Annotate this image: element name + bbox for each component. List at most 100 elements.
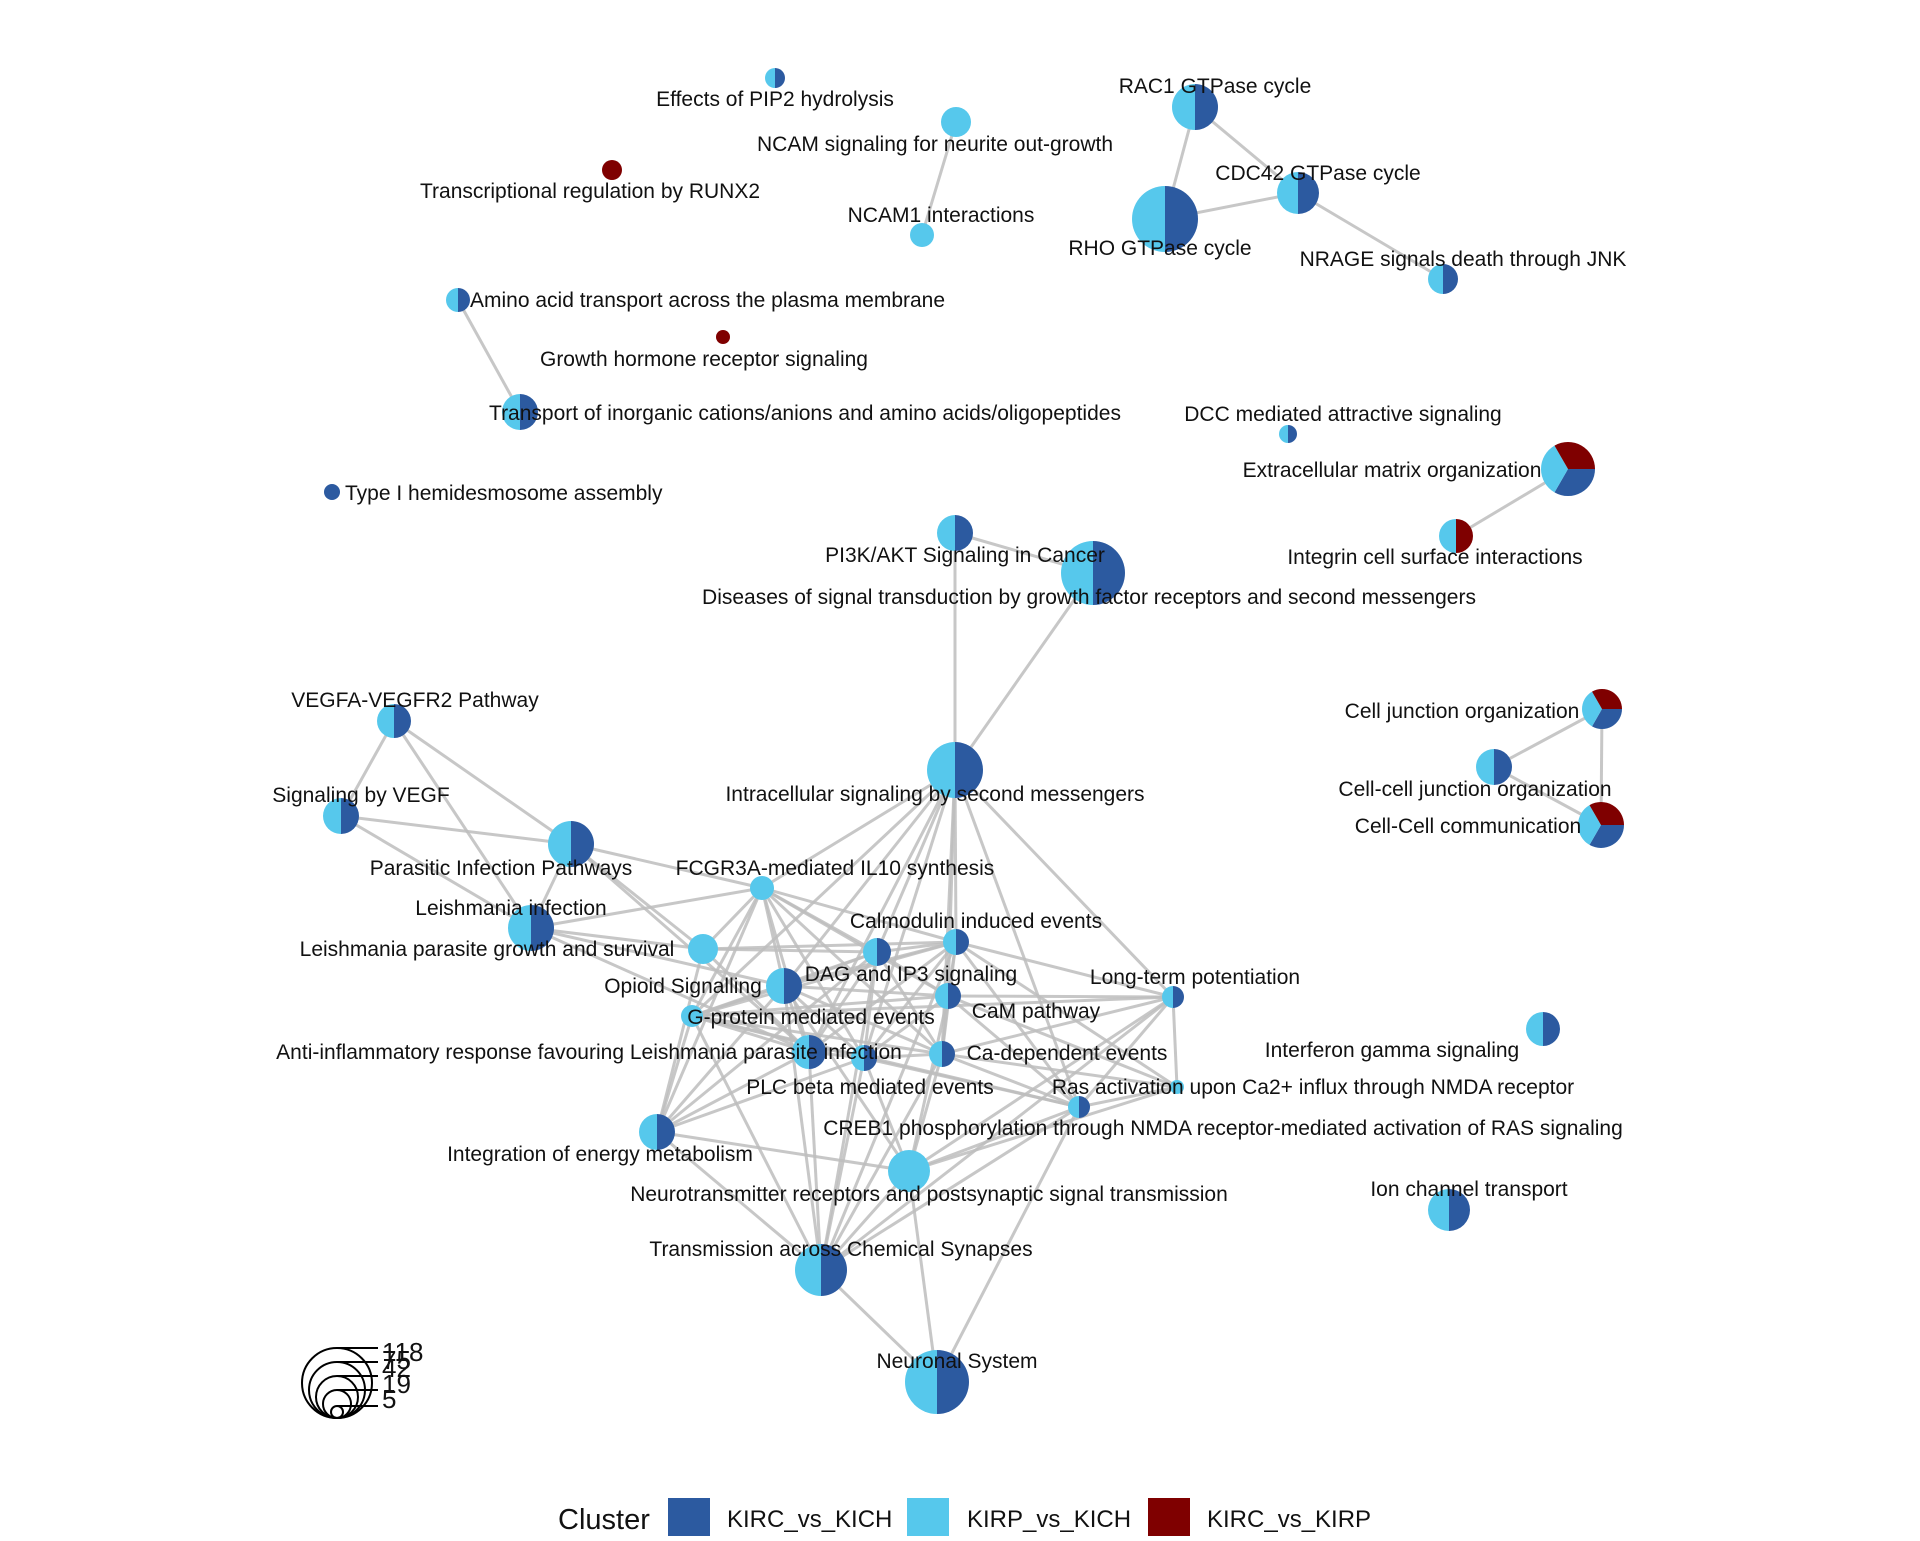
node-slice [657, 1114, 675, 1150]
node-label: Integration of energy metabolism [447, 1143, 753, 1166]
node-label: Transcriptional regulation by RUNX2 [420, 180, 760, 203]
network-edge [875, 951, 944, 1055]
network-edge [655, 948, 705, 1133]
node-label: Cell junction organization [1345, 700, 1580, 723]
node-slice [766, 968, 784, 1004]
node-label: Extracellular matrix organization [1243, 459, 1542, 482]
node-label: Amino acid transport across the plasma m… [470, 289, 945, 312]
pathway-node [1428, 264, 1458, 294]
node-slice [1589, 825, 1624, 849]
node-label: Cell-Cell communication [1355, 815, 1581, 838]
pathway-node [502, 394, 538, 430]
node-slice [905, 1350, 937, 1414]
network-edge [456, 299, 522, 413]
node-slice [323, 798, 341, 834]
node-slice [935, 983, 948, 1009]
node-label: G-protein mediated events [687, 1006, 934, 1029]
node-label: Leishmania infection [415, 897, 606, 920]
network-edge [691, 940, 957, 1018]
node-slice [446, 288, 458, 312]
node-slice [1439, 519, 1456, 553]
node-slice [1592, 709, 1622, 729]
node-label: Long-term potentiation [1090, 966, 1300, 989]
node-slice [937, 515, 955, 551]
node-slice [955, 742, 983, 798]
node-slice [548, 821, 571, 867]
node-slice [1061, 541, 1093, 605]
pathway-node [910, 223, 934, 247]
pathway-node [1439, 519, 1473, 553]
node-label: Neuronal System [876, 1350, 1037, 1373]
node-label: FCGR3A-mediated IL10 synthesis [676, 857, 995, 880]
node-label: PLC beta mediated events [746, 1076, 994, 1099]
legend-label-kirc-vs-kirp: KIRC_vs_KIRP [1207, 1506, 1371, 1533]
node-label: CDC42 GTPase cycle [1215, 162, 1420, 185]
node-label: Signaling by VEGF [272, 784, 449, 807]
node-label: Cell-cell junction organization [1338, 778, 1611, 801]
pathway-node [766, 968, 802, 1004]
node-slice [1288, 425, 1297, 443]
node-slice [1173, 986, 1184, 1008]
pathway-node [941, 107, 971, 137]
node-slice [531, 905, 554, 951]
network-edge [691, 994, 949, 1018]
node-label: Type I hemidesmosome assembly [345, 482, 663, 505]
node-slice [324, 484, 340, 500]
node-label: Growth hormone receptor signaling [540, 348, 868, 371]
pathway-node [639, 1114, 675, 1150]
node-slice [1449, 1189, 1470, 1231]
node-slice [1592, 689, 1622, 709]
pathway-node [1541, 442, 1595, 496]
network-edge [875, 769, 957, 953]
network-edge [1297, 191, 1444, 281]
network-edge [339, 720, 396, 817]
network-edge [953, 572, 1095, 771]
node-slice [910, 223, 934, 247]
network-edge [530, 886, 763, 930]
node-slice [1554, 442, 1595, 469]
legend-label-kirp-vs-kich: KIRP_vs_KICH [967, 1506, 1131, 1533]
legend-swatch-kirp-vs-kich [907, 1498, 949, 1540]
node-slice [1277, 172, 1298, 214]
node-label: RAC1 GTPase cycle [1119, 75, 1312, 98]
network-edge [953, 769, 1081, 1108]
node-slice [956, 929, 969, 955]
pathway-node [1162, 986, 1184, 1008]
node-label: RHO GTPase cycle [1068, 237, 1251, 260]
legend-label-kirc-vs-kich: KIRC_vs_KICH [727, 1506, 892, 1533]
cluster-legend: Cluster KIRC_vs_KICH KIRP_vs_KICH KIRC_v… [558, 1498, 1371, 1540]
node-slice [941, 107, 971, 137]
node-slice [1543, 1012, 1560, 1046]
pathway-node [1132, 186, 1198, 252]
node-slice [1554, 469, 1595, 496]
network-edge [807, 1051, 823, 1271]
network-edge [953, 768, 1175, 999]
node-slice [688, 934, 718, 964]
pathway-node [1068, 1096, 1090, 1118]
node-label: DAG and IP3 signaling [805, 963, 1017, 986]
node-label: Calmodulin induced events [850, 910, 1102, 933]
network-edge [907, 995, 950, 1172]
network-edge [690, 887, 764, 1017]
size-legend-value: 75 [382, 1345, 411, 1375]
node-slice [1476, 749, 1494, 785]
node-slice [1195, 84, 1218, 130]
node-label: NCAM signaling for neurite out-growth [757, 133, 1113, 156]
node-slice [681, 1005, 703, 1027]
node-label: CREB1 phosphorylation through NMDA recep… [823, 1117, 1623, 1140]
node-slice [821, 1244, 847, 1296]
network-edge [761, 768, 956, 890]
node-label: CaM pathway [972, 1000, 1101, 1023]
node-slice [943, 929, 956, 955]
node-slice [520, 394, 538, 430]
node-layer [323, 68, 1624, 1414]
node-slice [341, 798, 359, 834]
network-edge [908, 1105, 1080, 1173]
network-edge [340, 814, 572, 846]
node-slice [1456, 519, 1473, 553]
node-slice [955, 515, 973, 551]
network-edge [941, 995, 1174, 1056]
node-slice [508, 905, 531, 951]
network-edge [1171, 996, 1179, 1088]
